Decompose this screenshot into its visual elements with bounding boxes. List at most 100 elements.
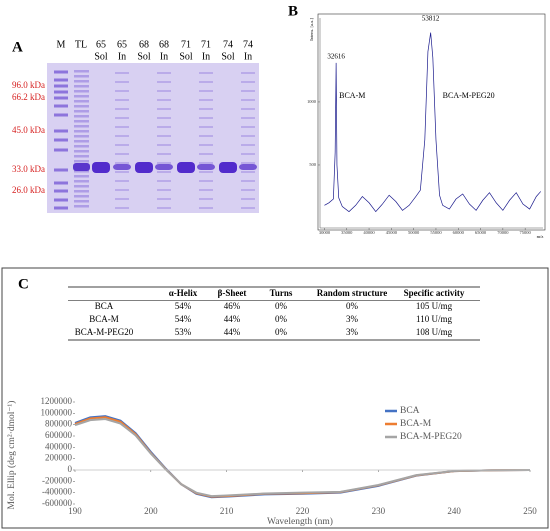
lane-label: In: [244, 51, 252, 62]
lysate-band: [74, 75, 89, 78]
faint-band: [199, 108, 213, 110]
faint-band: [241, 162, 255, 164]
ladder-band: [54, 198, 68, 202]
x-axis-title: m/z: [537, 234, 544, 239]
lysate-band: [74, 95, 89, 98]
table-cell: 54%: [175, 301, 192, 311]
x-tick-label: 55000: [430, 230, 442, 235]
lane-label: Sol: [179, 51, 193, 62]
lysate-band: [74, 120, 89, 123]
gel-image: [47, 63, 259, 213]
marker-label: 66.2 kDa: [12, 92, 45, 102]
faint-band: [241, 117, 255, 119]
table-cell: 0%: [275, 327, 288, 337]
faint-band: [241, 153, 255, 155]
annotation: BCA-M: [339, 91, 365, 100]
data-line: [74, 415, 531, 499]
faint-band: [115, 81, 129, 83]
panel-label: C: [18, 276, 29, 292]
lane-label: M: [57, 39, 66, 50]
ladder-band: [54, 78, 68, 82]
x-tick-label: 210: [220, 506, 234, 516]
faint-band: [115, 153, 129, 155]
faint-band: [157, 90, 171, 92]
faint-band: [199, 207, 213, 209]
x-tick-label: 230: [372, 506, 386, 516]
panel-label: B: [288, 3, 298, 19]
x-tick-label: 35000: [341, 230, 353, 235]
table-cell: BCA: [95, 301, 114, 311]
faint-band: [115, 207, 129, 209]
table-cell: 3%: [346, 314, 359, 324]
protein-band: [155, 164, 173, 170]
x-tick-label: 190: [68, 506, 82, 516]
faint-band: [199, 198, 213, 200]
lane-label: In: [160, 51, 168, 62]
lane-label: 68: [139, 39, 149, 50]
faint-band: [115, 180, 129, 182]
faint-band: [199, 189, 213, 191]
faint-band: [241, 81, 255, 83]
table-cell: BCA-M: [89, 314, 119, 324]
faint-band: [157, 117, 171, 119]
lane-label: Sol: [221, 51, 235, 62]
lysate-band: [74, 140, 89, 143]
lysate-band: [74, 110, 89, 113]
y-tick-label: 400000: [45, 441, 73, 451]
faint-band: [157, 81, 171, 83]
ladder-band: [54, 181, 68, 185]
table-header: Specific activity: [404, 288, 465, 298]
protein-band: [239, 164, 257, 170]
lane-label: TL: [75, 39, 87, 50]
lysate-band: [74, 195, 89, 198]
table-cell: BCA-M-PEG20: [75, 327, 134, 337]
lane-label: 74: [223, 39, 233, 50]
faint-band: [157, 108, 171, 110]
table-cell: 0%: [275, 301, 288, 311]
ladder-band: [54, 84, 68, 88]
faint-band: [199, 162, 213, 164]
protein-band: [113, 164, 131, 170]
lane-label: 65: [117, 39, 127, 50]
lysate-band: [74, 80, 89, 83]
faint-band: [157, 198, 171, 200]
y-tick-label: 800000: [45, 419, 73, 429]
ladder-band: [54, 104, 68, 108]
data-line: [74, 416, 531, 498]
x-tick-label: 240: [447, 506, 461, 516]
faint-band: [115, 108, 129, 110]
faint-band: [157, 162, 171, 164]
x-tick-label: 40000: [363, 230, 375, 235]
protein-band: [135, 162, 153, 173]
annotation: BCA-M-PEG20: [443, 91, 495, 100]
faint-band: [241, 189, 255, 191]
lysate-band: [74, 115, 89, 118]
table-header: Random structure: [317, 288, 388, 298]
lysate-band: [74, 125, 89, 128]
faint-band: [157, 126, 171, 128]
table-cell: 0%: [346, 301, 359, 311]
faint-band: [115, 72, 129, 74]
faint-band: [157, 135, 171, 137]
faint-band: [157, 99, 171, 101]
faint-band: [157, 189, 171, 191]
y-axis-title: Intens. [a.u.]: [309, 18, 314, 41]
faint-band: [199, 72, 213, 74]
table-cell: 105 U/mg: [416, 301, 453, 311]
marker-label: 26.0 kDa: [12, 185, 45, 195]
table-cell: 108 U/mg: [416, 327, 453, 337]
lysate-band: [74, 85, 89, 88]
legend-label: BCA-M-PEG20: [400, 432, 462, 442]
faint-band: [241, 171, 255, 173]
y-tick-label: 1000: [307, 99, 317, 104]
y-tick-label: 1200000: [41, 396, 73, 406]
ladder-band: [54, 90, 68, 94]
table-header: α-Helix: [169, 288, 198, 298]
faint-band: [199, 180, 213, 182]
lane-label: In: [202, 51, 210, 62]
faint-band: [157, 207, 171, 209]
lysate-band: [74, 175, 89, 178]
faint-band: [241, 99, 255, 101]
lysate-band: [74, 135, 89, 138]
faint-band: [115, 99, 129, 101]
